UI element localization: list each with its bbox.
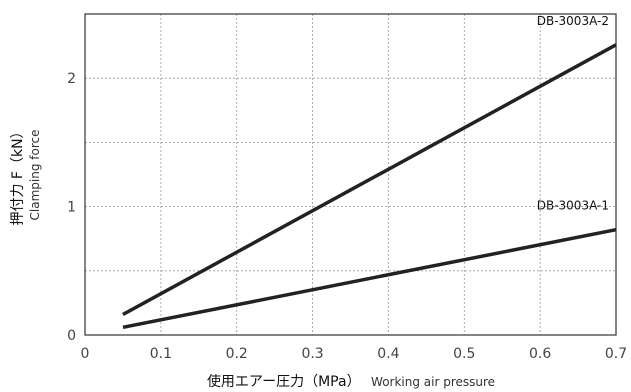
x-tick-label: 0.4 [377,346,399,362]
series-label-1: DB-3003A-2 [537,14,609,28]
series-label-layer: DB-3003A-2 DB-3003A-1 [537,14,609,213]
x-axis-label: 使用エアー圧力（MPa） Working air pressure [207,373,495,390]
plot-frame [84,13,617,336]
x-tick-labels: 0 0.1 0.2 0.3 0.4 0.5 0.6 0.7 [81,346,628,362]
x-tick-label: 0.3 [301,346,323,362]
y-tick-label: 0 [67,328,76,344]
x-axis-label-sub: Working air pressure [371,375,495,389]
grid [85,14,616,335]
series-line-2 [122,227,617,330]
y-axis-label-group: 押付力 F（kN） Clamping force [10,124,42,225]
x-tick-label: 0.1 [150,346,172,362]
y-axis-label-main: 押付力 F（kN） [10,124,26,225]
x-axis-label-main: 使用エアー圧力（MPa） [207,373,361,390]
series-label-2: DB-3003A-1 [537,199,609,213]
y-tick-labels: 0 1 2 [67,71,76,344]
x-tick-label: 0.5 [453,346,475,362]
x-tick-label: 0.6 [529,346,551,362]
series-layer [122,43,617,330]
x-tick-label: 0.2 [226,346,248,362]
y-tick-label: 1 [67,200,76,216]
y-tick-label: 2 [67,71,76,87]
x-tick-label: 0.7 [605,346,627,362]
y-axis-label-sub: Clamping force [28,130,42,221]
x-tick-label: 0 [81,346,90,362]
series-line-1 [122,43,617,316]
